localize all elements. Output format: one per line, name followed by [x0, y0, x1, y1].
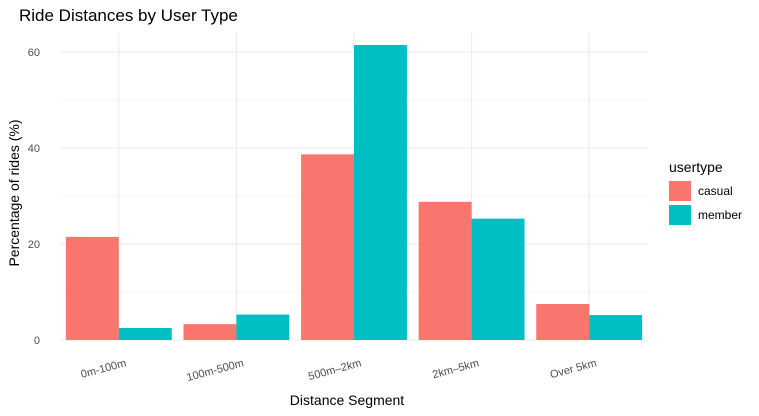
bar-member — [118, 328, 172, 340]
bar-casual — [418, 201, 472, 340]
legend-key-casual — [669, 181, 691, 201]
bar-casual — [301, 154, 354, 340]
bar-member — [236, 314, 290, 340]
x-tick-label: 0m-100m — [80, 357, 128, 381]
chart-title: Ride Distances by User Type — [19, 6, 238, 25]
bar-casual — [183, 324, 237, 340]
bars — [65, 44, 643, 340]
legend-label: casual — [698, 184, 733, 198]
legend-key-member — [669, 205, 691, 225]
bar-member — [471, 218, 525, 340]
x-tick-label: 500m–2km — [307, 357, 363, 383]
bar-member — [354, 44, 407, 340]
x-axis-title: Distance Segment — [290, 392, 405, 408]
y-tick-label: 0 — [34, 335, 40, 347]
bar-casual — [65, 236, 119, 340]
bar-casual — [536, 304, 590, 340]
bar-member — [589, 315, 643, 340]
legend: usertype casual member — [669, 159, 742, 225]
x-tick-label: Over 5km — [549, 357, 598, 381]
y-tick-label: 60 — [28, 47, 40, 59]
x-tick-label: 100m-500m — [185, 357, 245, 384]
legend-title: usertype — [669, 159, 723, 175]
y-axis-title: Percentage of rides (%) — [6, 119, 22, 266]
x-tick-label: 2km–5km — [431, 357, 480, 381]
y-tick-label: 20 — [28, 239, 40, 251]
y-tick-label: 40 — [28, 143, 40, 155]
legend-label: member — [698, 208, 742, 222]
